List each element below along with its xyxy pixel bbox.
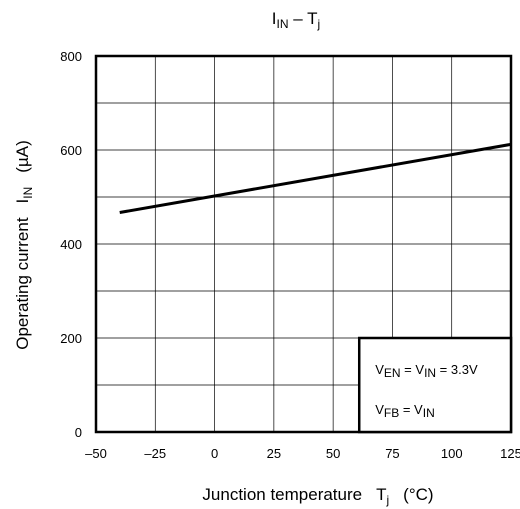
x-tick-label: 25: [267, 446, 281, 461]
y-tick-label: 600: [60, 143, 82, 158]
x-tick-label: 0: [211, 446, 218, 461]
chart-title: IIN – Tj: [272, 9, 320, 31]
series-line: [119, 142, 512, 214]
x-tick-label: –50: [85, 446, 107, 461]
x-tick-label: 75: [385, 446, 399, 461]
annotation-line-1: VEN = VIN = 3.3V: [375, 362, 478, 380]
grid-lines: [96, 56, 511, 432]
y-tick-label: 200: [60, 331, 82, 346]
x-tick-label: –25: [144, 446, 166, 461]
x-tick-label: 100: [441, 446, 463, 461]
annotation-line-2: VFB = VIN: [375, 402, 435, 420]
y-tick-label: 800: [60, 49, 82, 64]
x-tick-label: 125: [500, 446, 520, 461]
x-tick-labels: –50 –25 0 25 50 75 100 125: [85, 446, 520, 461]
annotation-box: [357, 336, 513, 434]
plot-series: [119, 142, 512, 214]
y-tick-label: 400: [60, 237, 82, 252]
conditions-annotation: VEN = VIN = 3.3V VFB = VIN: [357, 336, 513, 434]
y-axis-title: Operating currentIIN(µA): [13, 140, 35, 350]
y-tick-labels: 0 200 400 600 800: [60, 49, 82, 440]
x-axis-title: Junction temperature Tj (°C): [202, 485, 433, 507]
x-tick-label: 50: [326, 446, 340, 461]
y-tick-label: 0: [75, 425, 82, 440]
plot-frame: [94, 54, 513, 434]
